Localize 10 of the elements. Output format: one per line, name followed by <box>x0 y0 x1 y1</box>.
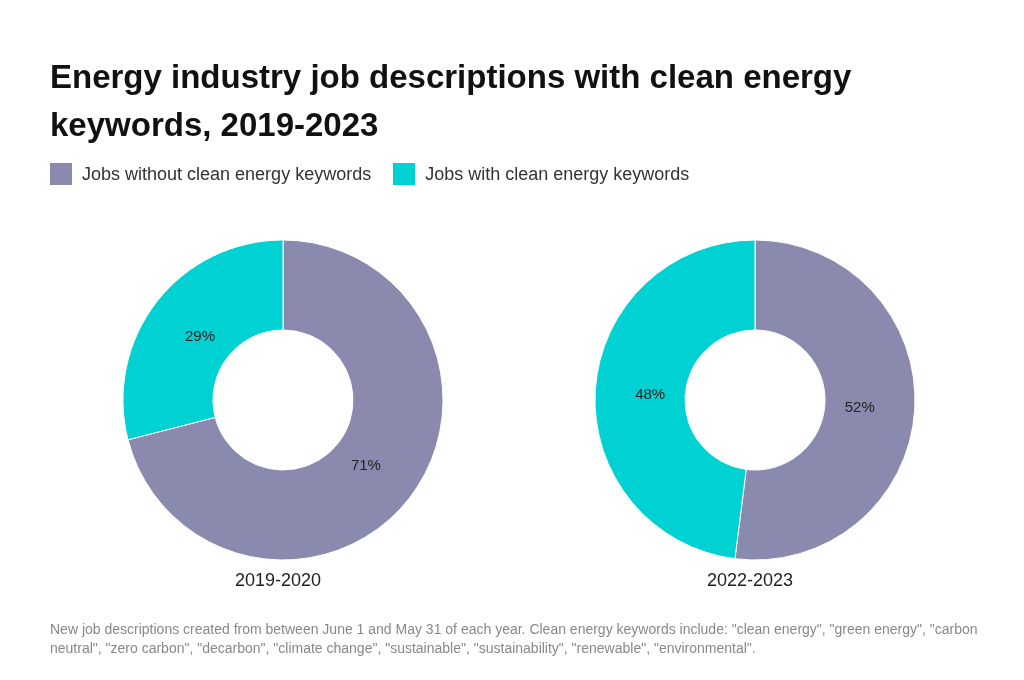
legend-label: Jobs without clean energy keywords <box>82 163 372 185</box>
text: New job descriptions created from between June 1 and May 31 of each year. Clean energy keywords include: "clean energy", "green energy", "carbon neutral", "zero carbon", "decarbon", "climate change", "sustainable", "sustainability", "renewable", "environmental". <box>50 620 979 658</box>
text: 2022-2023 <box>706 570 794 591</box>
chart-title: Energy industry job descriptions with clean energy keywords, 2019-2023 <box>50 57 853 145</box>
data-label: 71% <box>350 455 381 473</box>
legend-label: Jobs with clean energy keywords <box>425 163 690 185</box>
data-label: 52% <box>844 398 875 416</box>
text: 2019-2020 <box>234 570 322 591</box>
data-label: 29% <box>185 327 216 345</box>
data-label: 48% <box>635 384 666 402</box>
